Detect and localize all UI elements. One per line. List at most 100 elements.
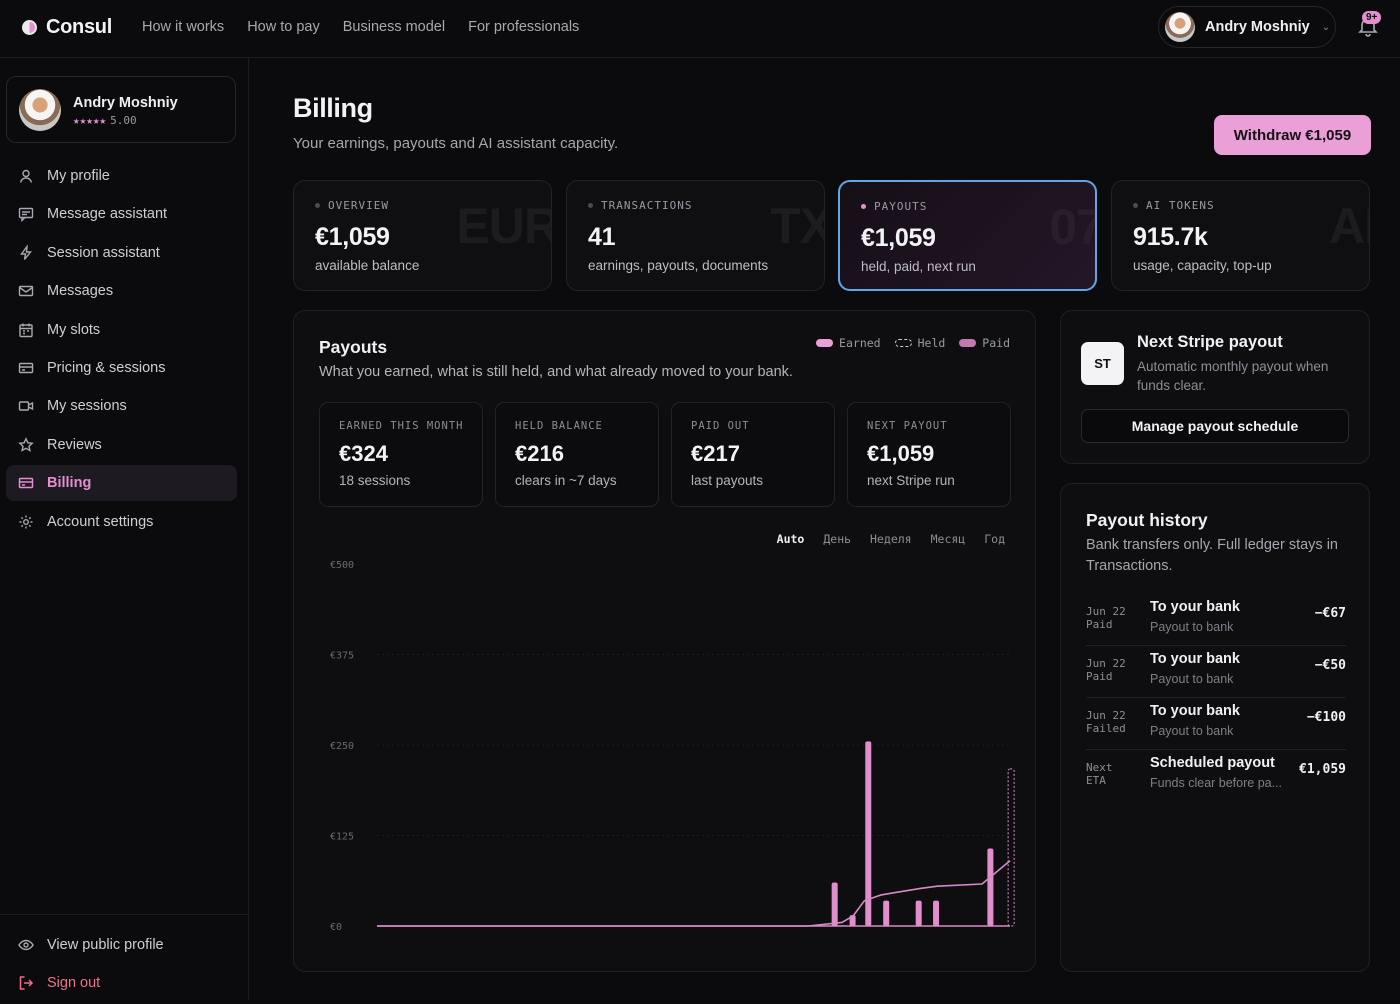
sidebar-item-pricing-sessions[interactable]: Pricing & sessions (6, 350, 237, 386)
summary-card-next-payout: NEXT PAYOUT €1,059 next Stripe run (847, 402, 1011, 507)
chart-bar (865, 741, 872, 926)
summary-desc: 18 sessions (339, 473, 411, 488)
stat-card-overview[interactable]: EUR OVERVIEW €1,059 available balance (293, 180, 552, 291)
sidebar-item-session-assistant[interactable]: Session assistant (6, 235, 237, 271)
calendar-icon (18, 322, 34, 338)
history-row[interactable]: Next ETA Scheduled payout Funds clear bef… (1086, 750, 1346, 802)
stat-label-text: OVERVIEW (328, 199, 389, 212)
summary-desc: clears in ~7 days (515, 473, 617, 488)
stat-label-text: AI TOKENS (1146, 199, 1215, 212)
stat-value: 915.7k (1133, 223, 1208, 251)
range-month[interactable]: Месяц (930, 532, 966, 546)
range-auto[interactable]: Auto (776, 532, 805, 546)
payouts-chart: €500 €375 €250 €125 €0 (330, 560, 1015, 933)
history-date-value: Jun 22 (1086, 605, 1126, 618)
payouts-title: Payouts (319, 337, 388, 357)
nav-link-business-model[interactable]: Business model (342, 19, 446, 35)
logout-icon (18, 975, 34, 991)
stat-desc: earnings, payouts, documents (588, 258, 769, 273)
history-row[interactable]: Jun 22 Failed To your bank Payout to bank… (1086, 698, 1346, 750)
dot-icon (588, 203, 593, 208)
eye-icon (18, 937, 34, 953)
sidebar-item-my-profile[interactable]: My profile (6, 158, 237, 194)
nav-link-for-professionals[interactable]: For professionals (468, 19, 580, 35)
legend-swatch (816, 339, 834, 347)
stat-card-payouts[interactable]: 07 PAYOUTS €1,059 held, paid, next run (838, 180, 1097, 291)
cumulative-line (377, 860, 1011, 927)
nav-link-how-to-pay[interactable]: How to pay (247, 19, 320, 35)
y-tick-label: €500 (330, 560, 354, 571)
chart-legend: Earned Held Paid (816, 336, 1010, 350)
history-amount: €1,059 (1299, 762, 1346, 777)
range-week[interactable]: Неделя (870, 532, 912, 546)
chart-bar (831, 882, 838, 926)
page-subtitle: Your earnings, payouts and AI assistant … (293, 135, 619, 152)
chat-icon (18, 206, 34, 223)
bolt-icon (18, 244, 34, 261)
nav-link-how-it-works[interactable]: How it works (142, 19, 225, 35)
history-title: Payout history (1086, 510, 1208, 530)
stat-card-ai-tokens[interactable]: AI AI TOKENS 915.7k usage, capacity, top… (1111, 180, 1370, 291)
card-icon (18, 360, 34, 376)
history-date-value: Next (1086, 761, 1113, 774)
logo[interactable]: Consul (22, 16, 112, 39)
range-selector: Auto День Неделя Месяц Год (771, 529, 1011, 549)
summary-label: PAID OUT (691, 420, 750, 432)
top-bar: Consul How it works How to pay Business … (0, 0, 1400, 58)
mail-icon (18, 283, 34, 299)
sidebar-item-my-slots[interactable]: My slots (6, 312, 237, 348)
y-tick-label: €0 (330, 922, 342, 933)
stat-card-transactions[interactable]: TX TRANSACTIONS 41 earnings, payouts, do… (566, 180, 825, 291)
chevron-down-icon: ⌄ (1321, 21, 1331, 33)
history-row[interactable]: Jun 22 Paid To your bank Payout to bank −… (1086, 646, 1346, 698)
history-amount: −€100 (1306, 710, 1346, 725)
notification-badge: 9+ (1362, 11, 1382, 24)
withdraw-button[interactable]: Withdraw €1,059 (1214, 115, 1371, 155)
stat-label: AI TOKENS (1133, 199, 1215, 212)
sidebar-item-label: Messages (47, 283, 114, 300)
user-name: Andry Moshniy (1205, 19, 1310, 35)
legend-label: Earned (839, 336, 881, 350)
view-public-profile-link[interactable]: View public profile (6, 927, 237, 963)
sidebar-item-messages[interactable]: Messages (6, 273, 237, 309)
chart-bar (933, 900, 940, 926)
stat-value: €1,059 (861, 224, 936, 252)
legend-paid: Paid (959, 336, 1010, 350)
summary-value: €324 (339, 441, 388, 466)
logo-icon (22, 20, 37, 35)
summary-value: €217 (691, 441, 740, 466)
summary-desc: last payouts (691, 473, 764, 488)
sidebar-item-billing[interactable]: Billing (6, 465, 237, 502)
summary-label: NEXT PAYOUT (867, 420, 948, 432)
app-name: Consul (46, 16, 112, 38)
stat-watermark: EUR (456, 198, 552, 254)
legend-swatch (894, 339, 912, 347)
history-row[interactable]: Jun 22 Paid To your bank Payout to bank −… (1086, 594, 1346, 646)
sidebar-item-label: Pricing & sessions (47, 359, 166, 376)
history-amount: −€67 (1314, 606, 1346, 621)
sidebar: Andry Moshniy ★★★★★ 5.00 My profile Messa… (0, 58, 249, 1000)
user-menu[interactable]: Andry Moshniy ⌄ (1158, 6, 1336, 48)
sidebar-item-my-sessions[interactable]: My sessions (6, 388, 237, 424)
star-icon (18, 436, 34, 453)
sidebar-item-message-assistant[interactable]: Message assistant (6, 196, 237, 232)
rating: ★★★★★ 5.00 (73, 114, 137, 127)
range-day[interactable]: День (823, 532, 852, 546)
sidebar-item-account-settings[interactable]: Account settings (6, 504, 237, 540)
sign-out-button[interactable]: Sign out (6, 965, 237, 1001)
summary-card-earned: EARNED THIS MONTH €324 18 sessions (319, 402, 483, 507)
history-amount: −€50 (1314, 658, 1346, 673)
stat-label: TRANSACTIONS (588, 199, 692, 212)
history-sub-text: Payout to bank (1150, 672, 1234, 686)
legend-earned: Earned (816, 336, 881, 350)
sidebar-item-reviews[interactable]: Reviews (6, 427, 237, 463)
stat-watermark: AI (1329, 198, 1369, 254)
legend-label: Held (917, 336, 946, 350)
y-tick-label: €125 (330, 832, 354, 843)
stripe-title: Next Stripe payout (1137, 333, 1283, 351)
manage-payout-schedule-button[interactable]: Manage payout schedule (1081, 409, 1349, 443)
profile-card[interactable]: Andry Moshniy ★★★★★ 5.00 (6, 76, 236, 143)
sidebar-item-label: Billing (47, 475, 92, 492)
range-year[interactable]: Год (984, 532, 1005, 546)
summary-card-held: HELD BALANCE €216 clears in ~7 days (495, 402, 659, 507)
